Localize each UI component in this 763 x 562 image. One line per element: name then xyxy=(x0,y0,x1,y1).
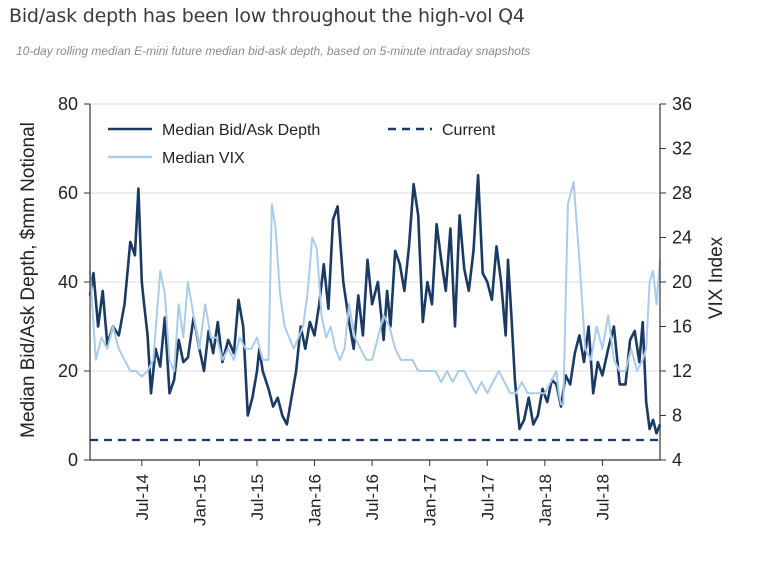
left-tick-label: 80 xyxy=(58,94,78,114)
x-tick-label: Jan-18 xyxy=(536,474,555,526)
x-tick-label: Jan-16 xyxy=(306,474,325,526)
legend-label-2: Current xyxy=(442,122,496,139)
x-tick-label: Jan-15 xyxy=(190,474,209,526)
x-tick-label: Jul-14 xyxy=(133,474,152,520)
legend: Median Bid/Ask Depth Median VIX Current xyxy=(108,122,496,167)
right-tick-label: 28 xyxy=(672,183,692,203)
right-tick-label: 12 xyxy=(672,361,692,381)
left-tick-label: 60 xyxy=(58,183,78,203)
left-tick-label: 20 xyxy=(58,361,78,381)
right-tick-label: 36 xyxy=(672,94,692,114)
chart-title: Bid/ask depth has been low throughout th… xyxy=(9,5,525,27)
right-tick-label: 16 xyxy=(672,317,692,337)
chart-subtitle: 10-day rolling median E-mini future medi… xyxy=(16,44,531,58)
series-group xyxy=(88,173,662,442)
x-tick-label: Jul-18 xyxy=(593,474,612,520)
right-tick-label: 20 xyxy=(672,272,692,292)
right-tick-label: 8 xyxy=(672,406,682,426)
y-axis-label: Median Bid/Ask Depth, $mm Notional xyxy=(18,122,39,438)
left-tick-label: 0 xyxy=(68,450,78,470)
x-tick-label: Jul-15 xyxy=(248,474,267,520)
right-tick-label: 24 xyxy=(672,228,692,248)
legend-label-1: Median VIX xyxy=(162,150,245,167)
left-tick-label: 40 xyxy=(58,272,78,292)
axes: 0 20 40 60 80 4 8 12 16 20 24 28 32 36 Jul-14 Jan-15 Jul… xyxy=(18,94,727,526)
x-tick-label: Jul-17 xyxy=(478,474,497,520)
series-line-1 xyxy=(89,180,661,406)
legend-label-0: Median Bid/Ask Depth xyxy=(162,122,320,139)
right-tick-label: 4 xyxy=(672,450,682,470)
right-tick-label: 32 xyxy=(672,139,692,159)
x-tick-label: Jan-17 xyxy=(421,474,440,526)
y2-axis-label: VIX Index xyxy=(706,236,727,319)
x-tick-label: Jul-16 xyxy=(363,474,382,520)
series-line-0 xyxy=(88,173,662,435)
